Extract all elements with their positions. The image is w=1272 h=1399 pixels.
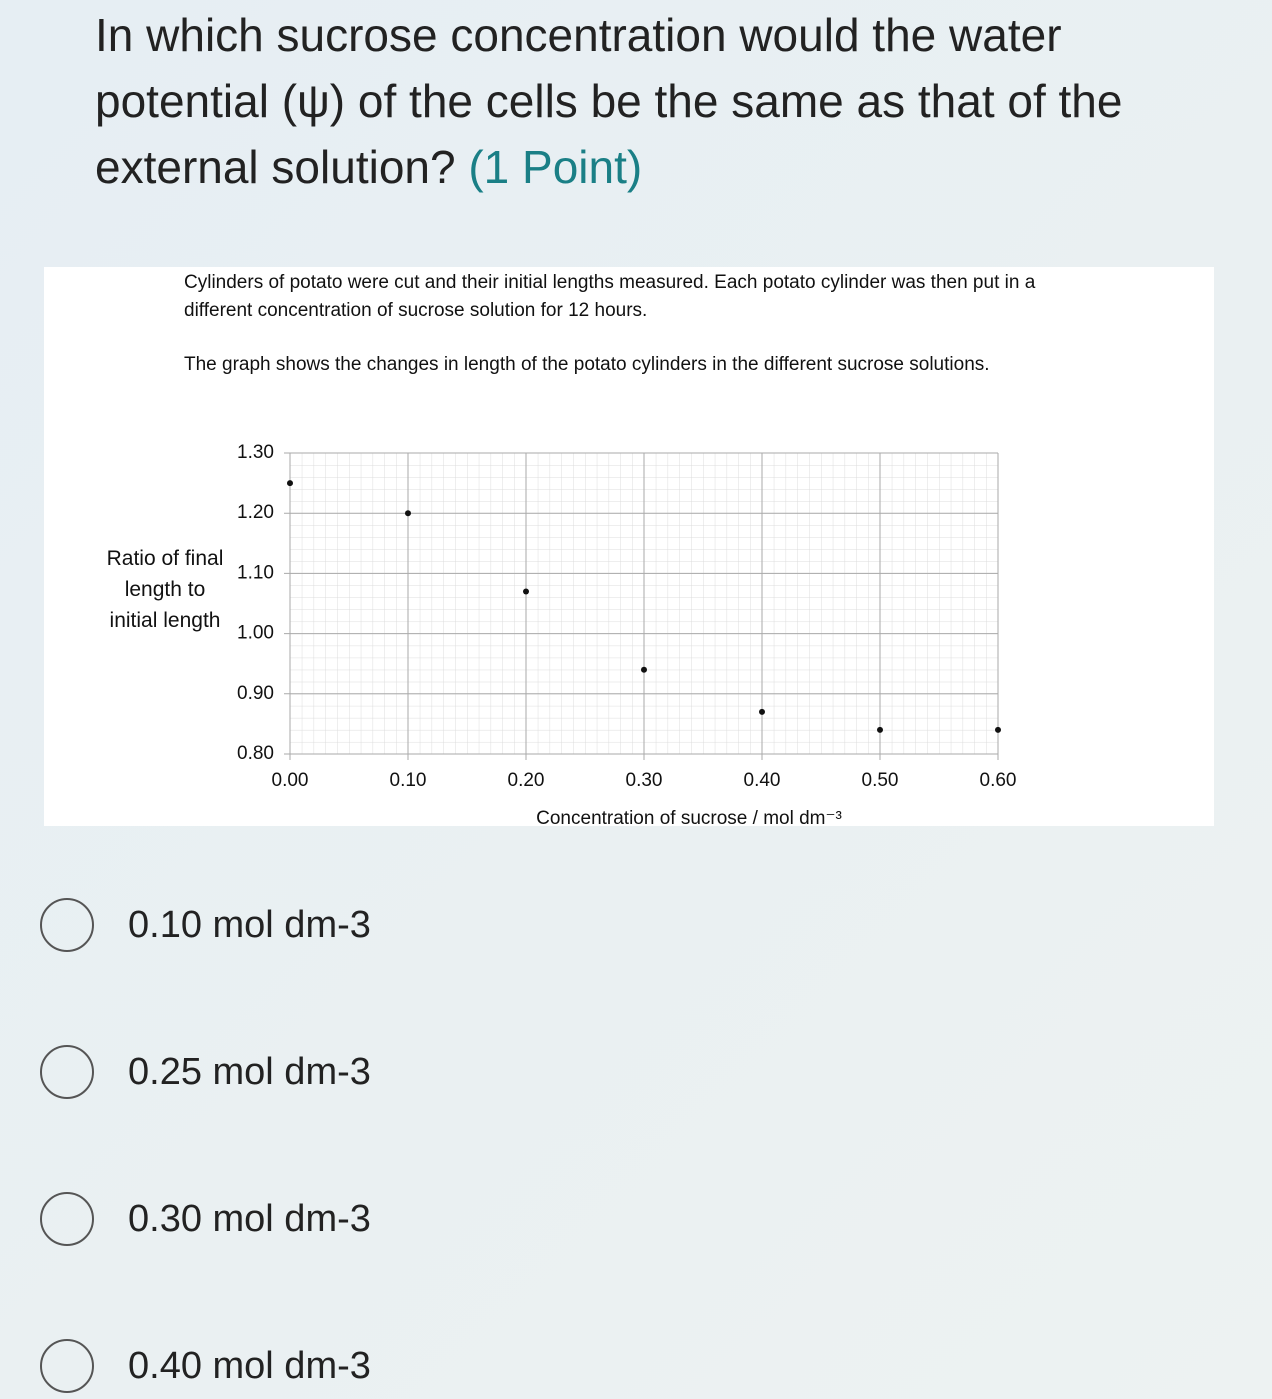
- radio-button[interactable]: [40, 1339, 94, 1393]
- x-tick-label: 0.50: [862, 770, 899, 791]
- question: In which sucrose concentration would the…: [95, 2, 1195, 200]
- point: [995, 726, 1001, 733]
- option-label[interactable]: 0.40 mol dm-3: [128, 1344, 371, 1387]
- option[interactable]: 0.30 mol dm-3: [40, 1189, 371, 1249]
- point: [759, 708, 765, 715]
- x-tick-label: 0.00: [272, 770, 309, 791]
- x-tick-label: 0.40: [744, 770, 781, 791]
- points: (1 Point): [468, 141, 643, 193]
- radio-button[interactable]: [40, 898, 94, 952]
- paragraph: The graph shows the changes in length of…: [184, 354, 990, 375]
- y-axis-label: Ratio of final length to initial length: [106, 547, 224, 632]
- radio-button[interactable]: [40, 1192, 94, 1246]
- x-tick-label: 0.10: [390, 770, 427, 791]
- point: [877, 726, 883, 733]
- y-tick-label: 0.80: [237, 743, 274, 764]
- point: [523, 588, 529, 595]
- option[interactable]: 0.25 mol dm-3: [40, 1042, 371, 1102]
- x-tick-label: 0.60: [980, 770, 1017, 791]
- x-tick-label: 0.30: [626, 770, 663, 791]
- y-tick-label: 0.90: [237, 683, 274, 704]
- option[interactable]: 0.40 mol dm-3: [40, 1336, 371, 1396]
- x-axis-label: Concentration of sucrose / mol dm⁻³: [536, 808, 842, 826]
- x-tick-label: 0.20: [508, 770, 545, 791]
- point: [405, 510, 411, 517]
- point: [287, 480, 293, 487]
- radio-button[interactable]: [40, 1045, 94, 1099]
- y-tick-label: 1.00: [237, 623, 274, 644]
- option[interactable]: 0.10 mol dm-3: [40, 895, 371, 955]
- option-label[interactable]: 0.25 mol dm-3: [128, 1050, 371, 1093]
- chart: 0.80 0.90 1.00 1.10 1.20 1.30 0.00 0.10 0.20 0.30…: [237, 442, 1017, 791]
- option-label[interactable]: 0.30 mol dm-3: [128, 1197, 371, 1240]
- figure: Cylinders of potato were cut and their i…: [44, 267, 1214, 826]
- point: [641, 666, 647, 673]
- paragraph: Cylinders of potato were cut and their i…: [184, 272, 1036, 321]
- question-text: In which sucrose concentration would the…: [95, 9, 1123, 193]
- option-label[interactable]: 0.10 mol dm-3: [128, 903, 371, 946]
- y-tick-label: 1.30: [237, 442, 274, 463]
- y-tick-label: 1.20: [237, 502, 274, 523]
- y-tick-label: 1.10: [237, 562, 274, 583]
